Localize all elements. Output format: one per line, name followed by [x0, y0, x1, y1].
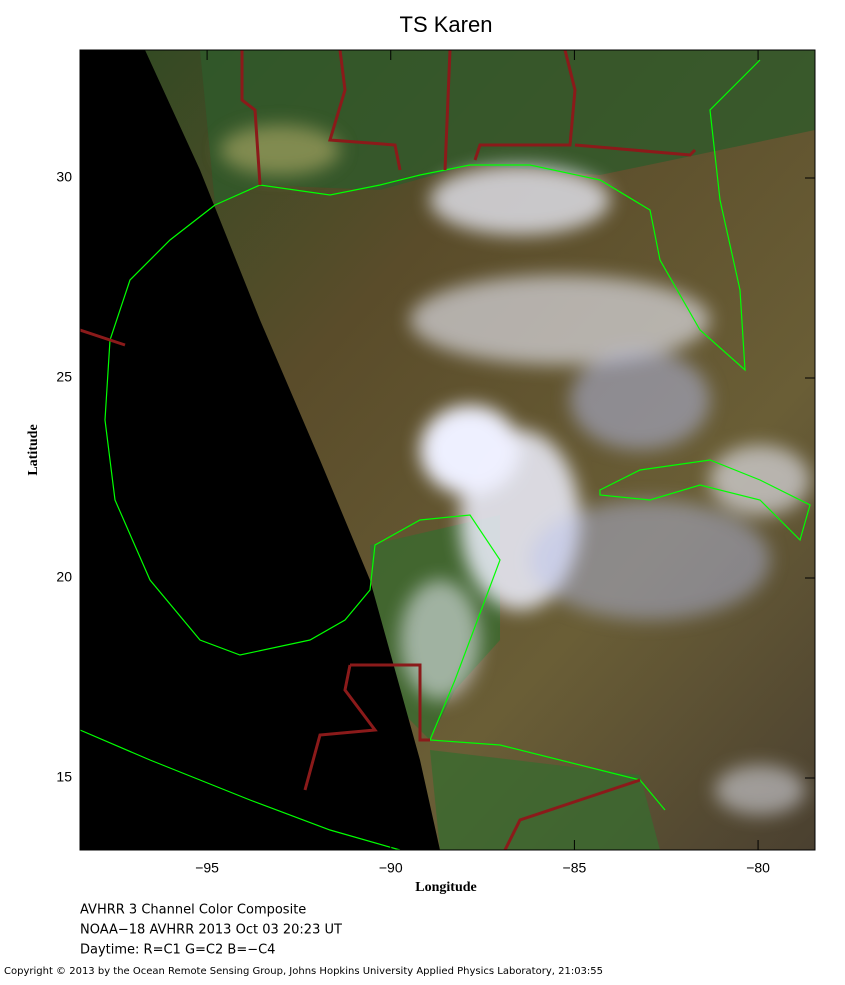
title: TS Karen: [400, 12, 493, 37]
x-tick-label: −80: [746, 860, 770, 876]
x-tick-label: −90: [379, 860, 403, 876]
x-tick-label: −85: [563, 860, 587, 876]
map-frame: [79, 49, 816, 851]
caption-line: Daytime: R=C1 G=C2 B=−C4: [80, 943, 275, 958]
copyright: Copyright © 2013 by the Ocean Remote Sen…: [4, 966, 603, 977]
caption-line: AVHRR 3 Channel Color Composite: [80, 903, 306, 918]
y-tick-label: 15: [56, 769, 72, 785]
x-axis-label: Longitude: [415, 880, 476, 895]
y-tick-label: 20: [56, 569, 72, 585]
satellite-image: [80, 50, 815, 850]
y-axis-label: Latitude: [26, 424, 41, 475]
x-tick-label: −95: [195, 860, 219, 876]
y-tick-label: 30: [56, 169, 72, 185]
caption-line: NOAA−18 AVHRR 2013 Oct 03 20:23 UT: [80, 923, 342, 938]
y-tick-label: 25: [56, 369, 72, 385]
